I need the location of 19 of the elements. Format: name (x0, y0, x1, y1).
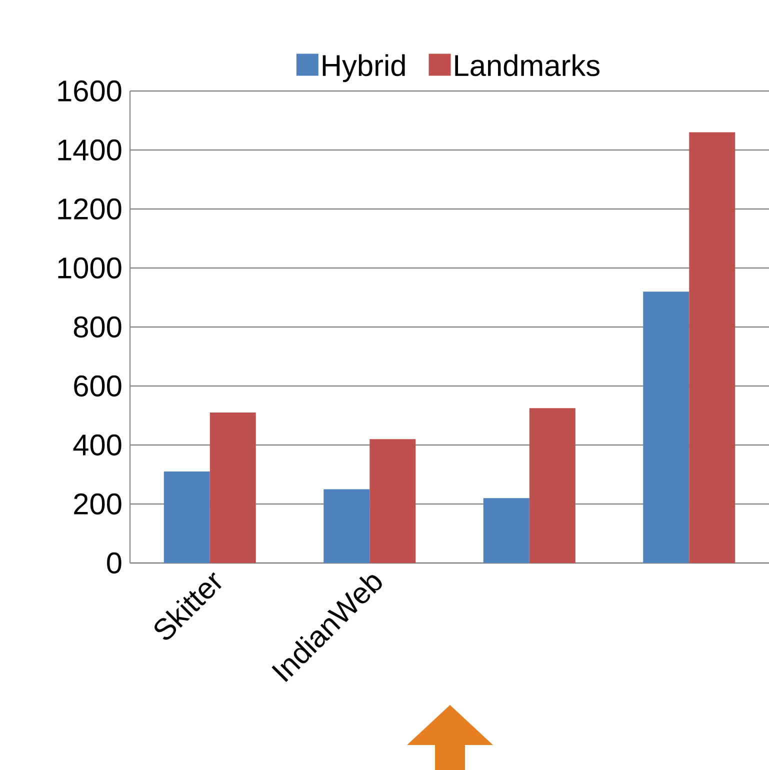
bar (210, 412, 256, 563)
y-tick-label: 400 (73, 434, 122, 456)
y-tick-label: 200 (74, 493, 122, 515)
bar (164, 472, 210, 563)
legend-label: Hybrid (322, 54, 405, 82)
y-tick-label: 800 (74, 316, 122, 338)
y-tick-label: 1000 (58, 257, 122, 279)
bar (643, 292, 690, 563)
y-tick-label: 1400 (58, 139, 122, 161)
legend-label: Landmarks (455, 54, 600, 76)
bar (529, 408, 576, 563)
bar (324, 489, 370, 563)
bar (370, 439, 416, 563)
y-tick-label: 0 (107, 552, 122, 574)
y-tick-label: 600 (74, 375, 122, 397)
y-tick-label: 1200 (58, 198, 122, 220)
bar (689, 132, 736, 563)
y-tick-label: 1600 (58, 80, 122, 102)
bar (483, 498, 530, 563)
